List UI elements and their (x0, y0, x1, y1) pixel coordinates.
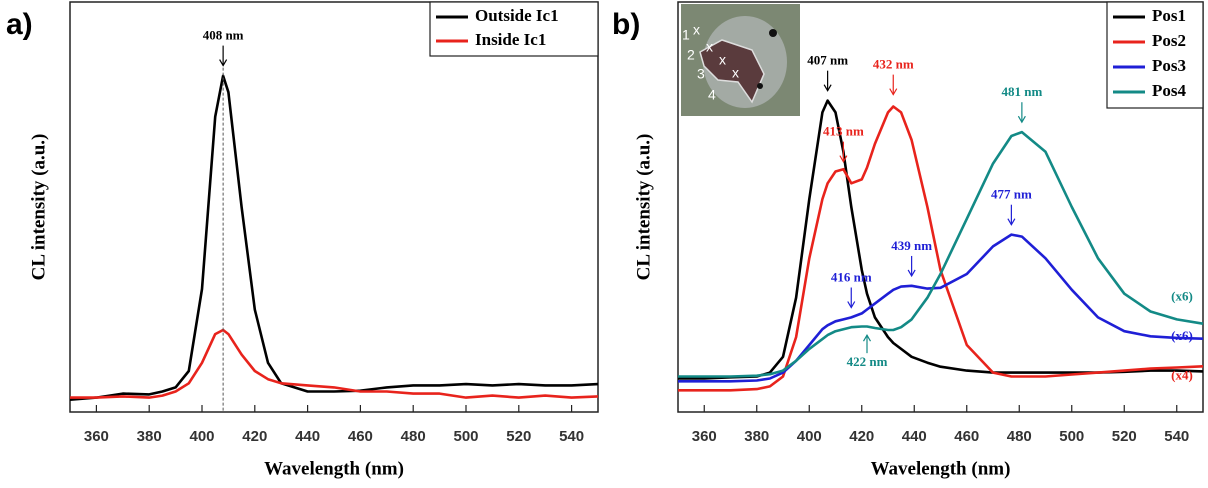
x-tick-label: 540 (559, 428, 584, 445)
x-tick-label: 440 (902, 428, 927, 445)
x-tick-label: 460 (348, 428, 373, 445)
legend-box (429, 1, 599, 57)
x-tick-label: 420 (242, 428, 267, 445)
x-tick-label: 480 (1007, 428, 1032, 445)
legend-label: Pos3 (1152, 56, 1186, 75)
arrow-head (1017, 115, 1026, 124)
x-tick-label: 500 (453, 428, 478, 445)
scale-note: (x6) (1171, 289, 1193, 304)
inset-labels: 1 2 3 4 x x x x (682, 22, 739, 103)
x-tick-label: 460 (954, 428, 979, 445)
legend-label: Outside Ic1 (475, 6, 559, 25)
inset-label: 1 (682, 27, 690, 43)
inset-photo (681, 4, 800, 116)
annotation-label: 481 nm (1001, 84, 1042, 99)
legend-label: Pos4 (1152, 81, 1187, 100)
legend-box (1106, 1, 1204, 109)
arrow-head (907, 269, 916, 278)
scale-note: (x4) (1171, 368, 1193, 383)
arrow-head (862, 333, 872, 342)
annotation-label: 416 nm (831, 269, 872, 284)
x-axis-label: Wavelength (nm) (871, 458, 1011, 479)
arrow-head (219, 59, 228, 67)
inset-marker: x (706, 39, 713, 55)
line-series (70, 328, 599, 399)
line-series (678, 233, 1204, 383)
x-tick-label: 520 (1112, 428, 1137, 445)
panel-label: b) (612, 8, 640, 41)
x-axis-label: Wavelength (nm) (264, 458, 404, 479)
inset-marker: x (719, 52, 726, 68)
arrow-head (823, 84, 832, 92)
inset-marker: x (693, 22, 700, 38)
panel-label: a) (6, 8, 33, 41)
x-tick-label: 440 (295, 428, 320, 445)
legend-label: Inside Ic1 (475, 30, 546, 49)
x-tick-label: 420 (849, 428, 874, 445)
y-axis-label: CL intensity (a.u.) (633, 134, 654, 281)
inset-label: 3 (697, 66, 705, 82)
arrow-head (847, 301, 856, 309)
x-tick-label: 360 (692, 428, 717, 445)
legend-label: Pos1 (1152, 6, 1186, 25)
annotation-label: 422 nm (847, 354, 888, 369)
annotation-label: 413 nm (823, 124, 864, 139)
line-series (678, 105, 1204, 392)
annotation-label: 432 nm (873, 57, 914, 72)
x-tick-label: 400 (189, 428, 214, 445)
line-series (678, 130, 1204, 378)
inset-label: 2 (687, 47, 695, 63)
x-tick-label: 380 (744, 428, 769, 445)
plot-frame (69, 1, 599, 413)
arrow-head (889, 88, 898, 96)
annotation-label: 477 nm (991, 187, 1032, 202)
x-tick-label: 380 (137, 428, 162, 445)
annotation-label: 439 nm (891, 238, 932, 253)
x-tick-label: 360 (84, 428, 109, 445)
y-axis-label: CL intensity (a.u.) (28, 134, 49, 281)
inset-marker: x (732, 65, 739, 81)
scale-note: (x6) (1171, 328, 1193, 343)
annotation-label: 407 nm (807, 53, 848, 68)
x-tick-label: 540 (1164, 428, 1189, 445)
arrow-head (839, 155, 848, 163)
legend-label: Pos2 (1152, 31, 1186, 50)
annotation-label: 408 nm (203, 28, 244, 43)
plot-frame (677, 1, 1204, 413)
line-series (678, 99, 1204, 380)
x-tick-label: 480 (401, 428, 426, 445)
inset-dot (757, 83, 763, 89)
x-tick-label: 520 (506, 428, 531, 445)
inset-dot (769, 29, 777, 37)
inset-crystal (699, 39, 765, 104)
arrow-head (1007, 218, 1016, 226)
line-series (69, 74, 599, 401)
x-tick-label: 400 (797, 428, 822, 445)
x-tick-label: 500 (1059, 428, 1084, 445)
inset-label: 4 (708, 87, 716, 103)
